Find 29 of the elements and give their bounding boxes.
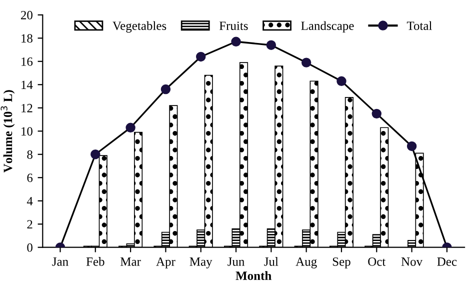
x-tick-label: Mar [120,258,141,266]
y-tick-label: 0 [27,243,32,252]
x-axis-title: Month [236,271,272,280]
y-tick-label: 12 [22,104,32,112]
legend-label: Fruits [219,22,248,30]
legend-label: Total [406,21,432,30]
y-tick-label: 4 [26,196,33,206]
x-tick-label: May [190,258,212,268]
y-tick-label: 8 [27,150,32,159]
x-tick-label: Feb [86,257,104,266]
y-tick-label: 14 [22,80,33,89]
x-tick-label: Jan [52,258,68,266]
x-tick-label: Nov [401,258,423,266]
y-tick-label: 20 [20,10,32,20]
y-tick-label: 10 [22,127,32,136]
x-tick-label: Jun [228,258,245,266]
x-tick-label: Jul [264,257,278,266]
x-tick-label: Dec [437,258,457,266]
y-tick-label: 6 [27,174,33,182]
y-tick-label: 18 [22,34,32,43]
legend-label: Vegetables [112,21,166,33]
x-tick-label: Oct [368,257,386,266]
y-axis-title: Volume (10$^{3}$ L) [0,90,15,173]
y-tick-label: 2 [27,220,32,228]
x-tick-label: Sep [332,257,350,268]
x-tick-label: Apr [156,257,176,268]
y-tick-label: 16 [22,57,33,66]
x-tick-label: Aug [296,257,317,268]
legend-label: Landscape [301,21,354,33]
